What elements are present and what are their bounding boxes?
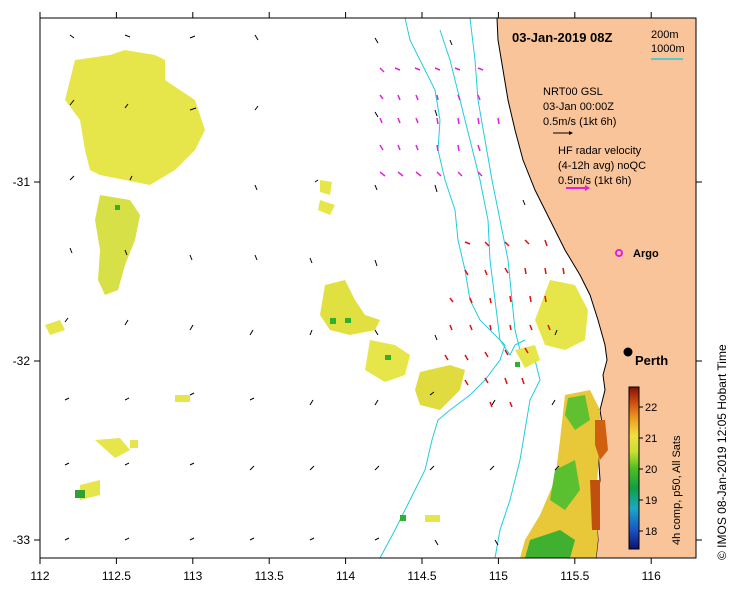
colorbar-tick-label: 22 xyxy=(645,402,657,414)
radar-legend-scale: 0.5m/s (1kt 6h) xyxy=(558,175,631,187)
map-title: 03-Jan-2019 08Z xyxy=(512,30,613,45)
y-tick-label: -32 xyxy=(13,354,31,368)
isobath-200m xyxy=(469,18,541,558)
depth-legend-1000m: 1000m xyxy=(651,43,685,55)
radar-scale-arrowhead xyxy=(585,185,590,191)
y-axis xyxy=(34,181,702,541)
model-legend-line2: 03-Jan 00:00Z xyxy=(543,101,614,113)
colorbar-tick-label: 18 xyxy=(645,526,657,538)
x-tick-label: 115 xyxy=(489,569,508,583)
y-tick-label: -33 xyxy=(13,533,31,547)
x-tick-label: 114 xyxy=(336,569,355,583)
x-tick-labels: 112 112.5 113 113.5 114 114.5 115 115.5 … xyxy=(30,569,661,583)
x-axis xyxy=(39,12,652,564)
perth-label: Perth xyxy=(635,353,668,368)
x-tick-label: 113 xyxy=(183,569,202,583)
hf-radar-vectors xyxy=(379,67,500,177)
plot-frame xyxy=(39,17,697,559)
hf-radar-vectors-red xyxy=(444,239,565,408)
x-tick-label: 116 xyxy=(642,569,661,583)
colorbar-tick-label: 19 xyxy=(645,495,657,507)
colorbar-tick-label: 20 xyxy=(645,464,657,476)
credit-text: © IMOS 08-Jan-2019 12:05 Hobart Time xyxy=(715,344,729,560)
colorbar-ticks xyxy=(639,406,643,532)
colorbar-tick-label: 21 xyxy=(645,433,657,445)
argo-marker-icon xyxy=(615,249,623,257)
x-tick-label: 112 xyxy=(30,569,49,583)
y-tick-label: -31 xyxy=(13,175,31,189)
radar-legend-line1: HF radar velocity xyxy=(558,145,642,157)
x-tick-label: 112.5 xyxy=(102,569,131,583)
model-vectors xyxy=(64,34,560,546)
sst-pixels xyxy=(45,50,608,558)
model-legend-line1: NRT00 GSL xyxy=(543,86,603,98)
colorbar xyxy=(628,386,640,550)
radar-legend-line2: (4-12h avg) noQC xyxy=(558,160,646,172)
depth-legend-200m: 200m xyxy=(651,29,679,41)
model-legend-scale: 0.5m/s (1kt 6h) xyxy=(543,116,616,128)
argo-label: Argo xyxy=(633,248,659,260)
y-tick-labels: -31 -32 -33 xyxy=(13,175,31,547)
colorbar-label: 4h comp, p50, All Sats xyxy=(671,435,683,545)
x-tick-label: 113.5 xyxy=(255,569,284,583)
perth-marker-icon xyxy=(623,347,633,357)
x-tick-label: 115.5 xyxy=(560,569,589,583)
x-tick-label: 114.5 xyxy=(407,569,436,583)
isobath-inner xyxy=(439,29,526,356)
isobath-1000m xyxy=(379,18,506,558)
